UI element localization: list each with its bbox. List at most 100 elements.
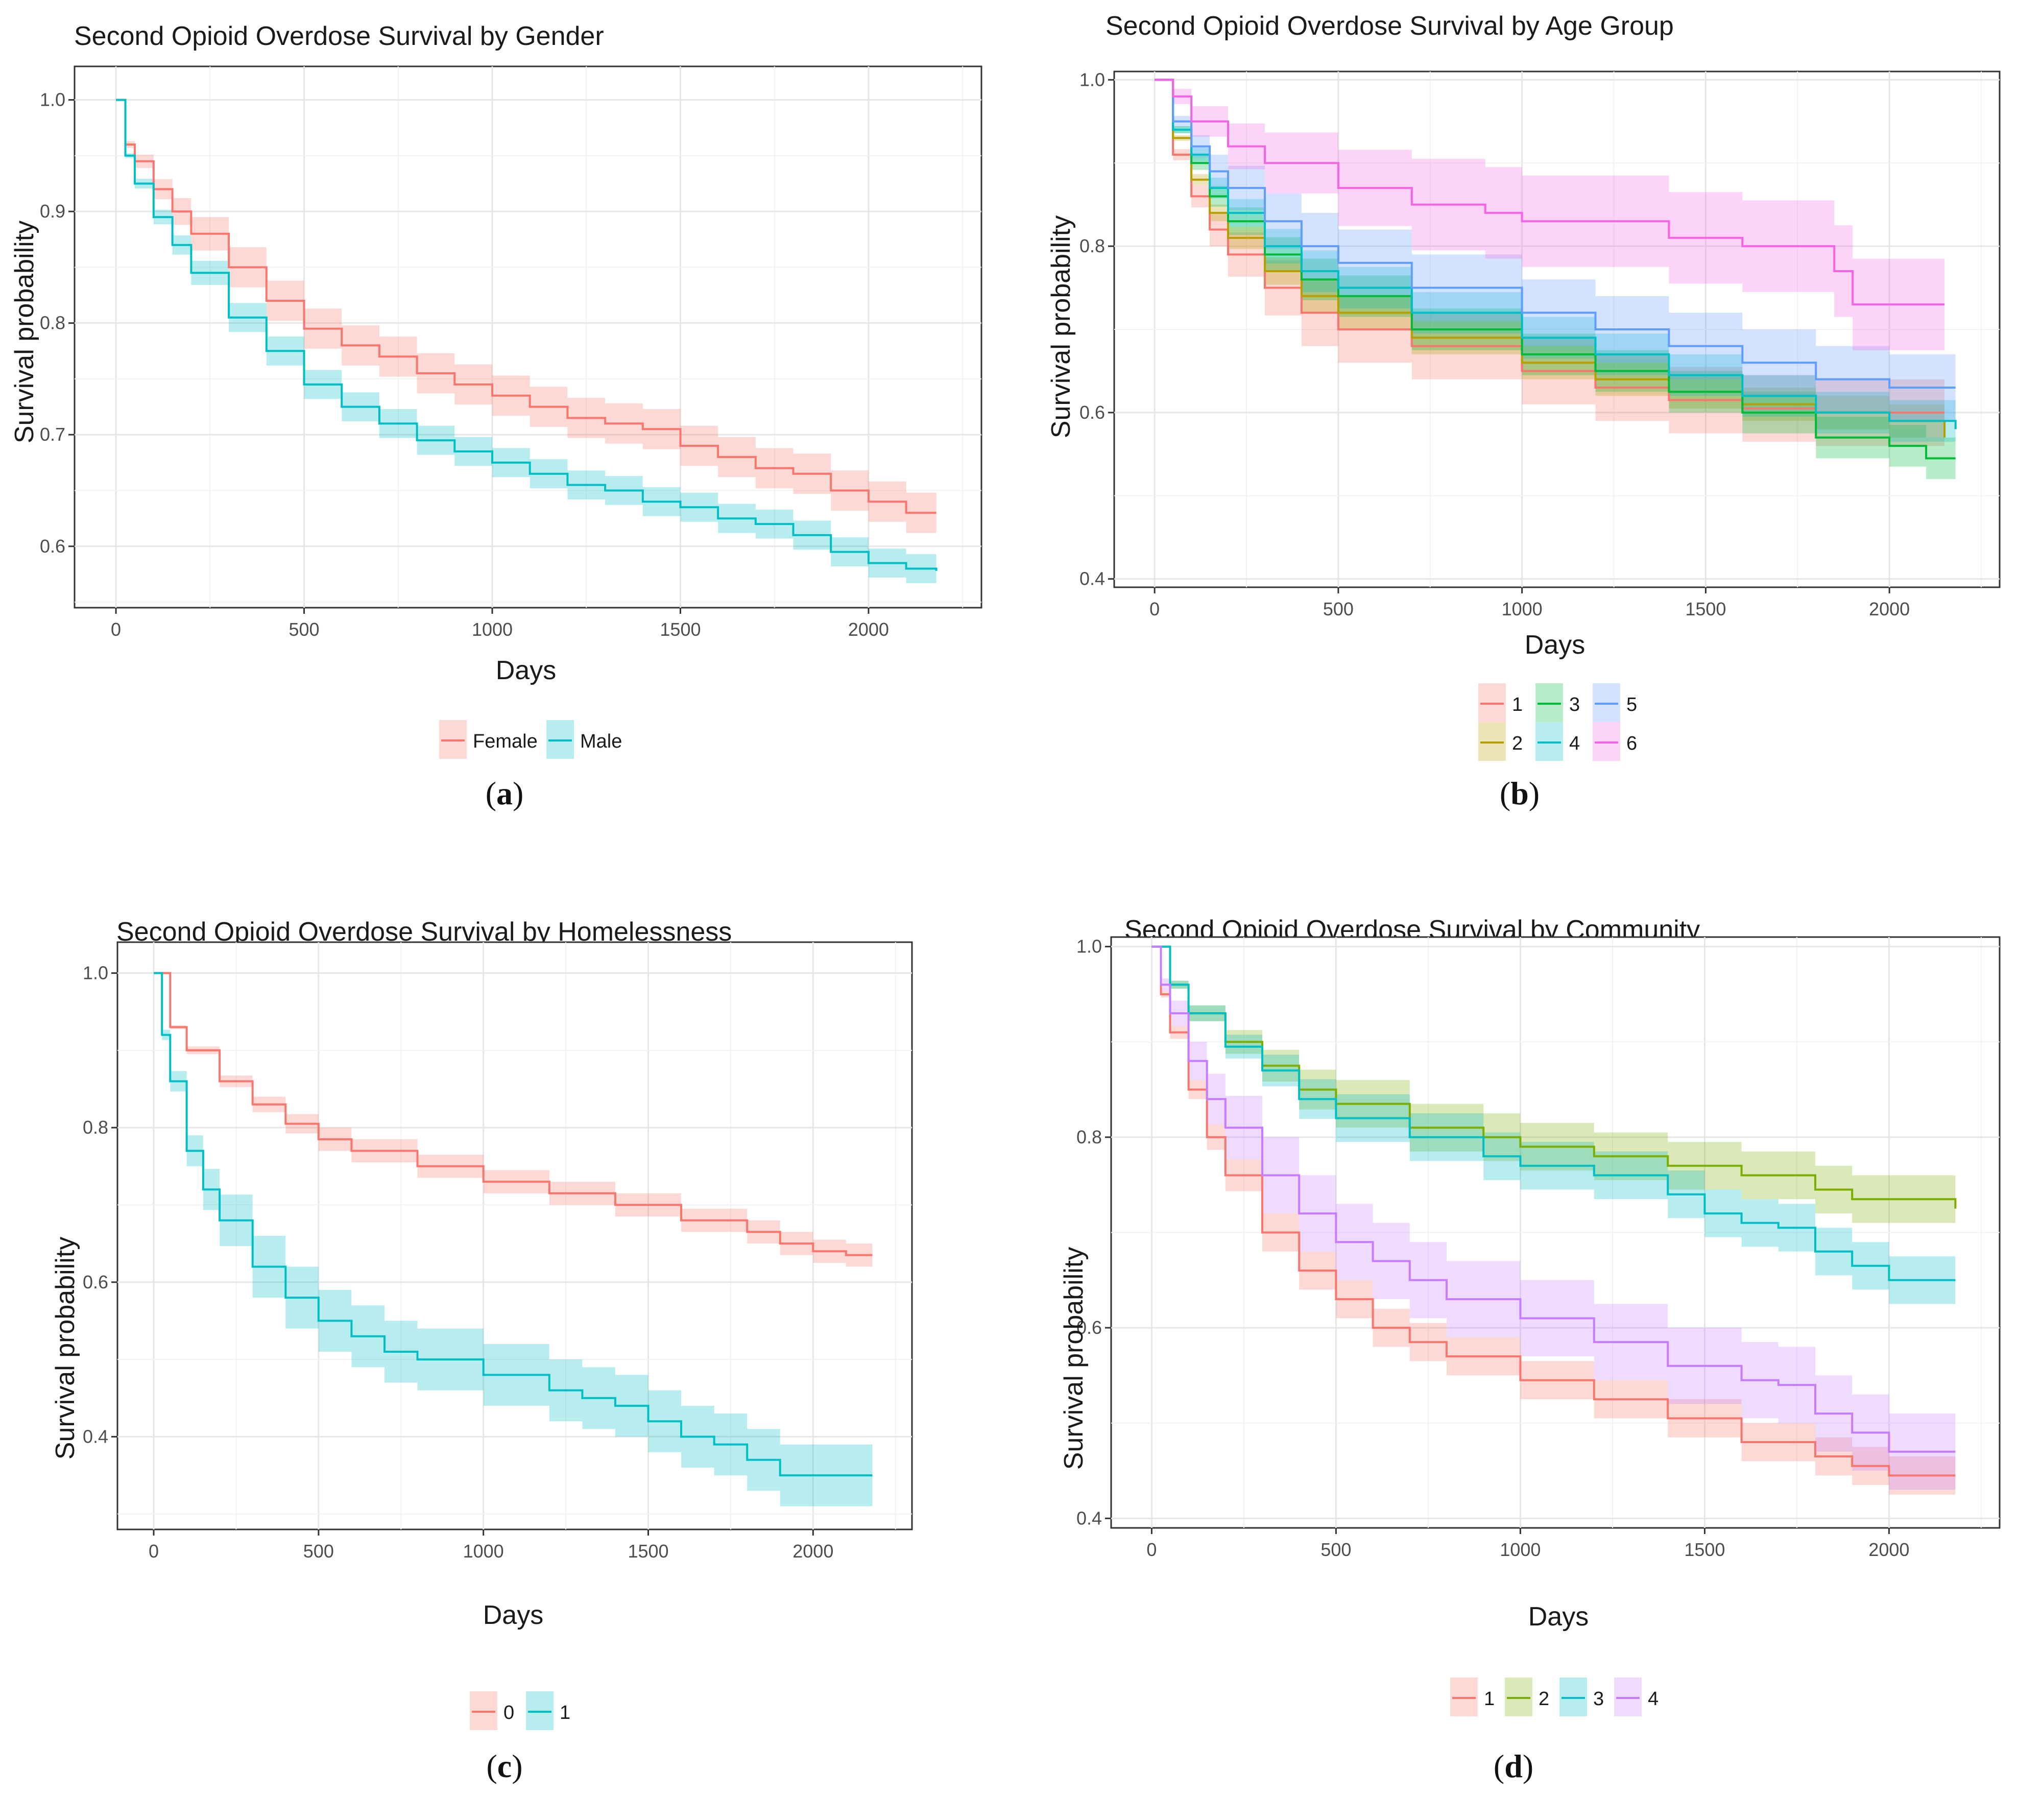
chart-gender: Second Opioid Overdose Survival by Gende… [10,21,982,811]
survival-line-Female [116,99,936,514]
x-tick-label: 0 [149,1541,159,1562]
legend-item-1: 1 [1450,1678,1495,1716]
legend-item-0: 0 [470,1691,514,1730]
survival-line-4 [1151,945,1956,1453]
survival-line-3 [1151,945,1956,1281]
chart-homelessness: Second Opioid Overdose Survival by Homel… [51,917,913,1784]
y-tick-label: 0.8 [1076,1127,1102,1147]
ci-band-1 [1155,80,1945,446]
x-tick-label: 2000 [1869,598,1910,619]
legend-label: 5 [1626,694,1637,715]
x-axis-label: Days [1525,630,1585,660]
x-tick-label: 1500 [1685,598,1726,619]
legend-label: 4 [1648,1688,1659,1710]
y-tick-label: 0.7 [40,424,65,445]
y-tick-label: 0.4 [83,1426,108,1447]
survival-line-1 [154,972,873,1477]
chart-community: Second Opioid Overdose Survival by Commu… [1059,915,2001,1784]
x-axis-label: Days [496,656,556,685]
x-tick-label: 2000 [848,619,889,640]
legend-label: 3 [1593,1688,1604,1710]
survival-line-1 [1151,945,1956,1477]
ci-band-0 [154,973,873,1267]
legend-item-1: 1 [526,1691,570,1730]
legend-label: 3 [1569,694,1580,715]
y-tick-label: 0.4 [1079,568,1105,589]
legend-label: 2 [1539,1688,1549,1710]
ci-band-4 [1151,946,1956,1490]
x-tick-label: 1500 [660,619,701,640]
legend-label: 1 [560,1702,570,1723]
ci-band-Male [116,100,936,586]
legend-item-3: 3 [1559,1678,1604,1716]
ci-band-1 [154,973,873,1506]
y-tick-label: 0.6 [40,536,65,557]
x-tick-label: 0 [1146,1539,1157,1560]
legend-label: Female [473,731,538,752]
legend-item-4: 4 [1614,1678,1659,1716]
panel-caption: (d) [1494,1748,1533,1784]
y-tick-label: 1.0 [1076,936,1102,957]
panel-a-gender: Second Opioid Overdose Survival by Gende… [0,0,1009,910]
x-axis-label: Days [483,1600,543,1630]
x-tick-label: 1000 [1500,1539,1541,1560]
panel-caption: (b) [1500,775,1540,811]
chart-title: Second Opioid Overdose Survival by Age G… [1106,11,1674,41]
y-tick-label: 0.8 [40,313,65,333]
x-tick-label: 1500 [1684,1539,1725,1560]
y-tick-label: 0.8 [1079,235,1105,256]
y-tick-label: 0.8 [83,1117,108,1138]
x-tick-label: 0 [1149,598,1160,619]
ci-band-1 [1151,946,1956,1495]
ci-band-2 [1151,946,1956,1233]
survival-line-5 [1155,79,1956,389]
legend-label: 1 [1512,694,1523,715]
chart-age-group: Second Opioid Overdose Survival by Age G… [1046,11,2001,811]
panel-b-age-group: Second Opioid Overdose Survival by Age G… [1009,0,2018,910]
panel-c-homelessness: Second Opioid Overdose Survival by Homel… [0,910,1009,1820]
y-tick-label: 0.6 [1079,402,1105,423]
y-tick-label: 0.4 [1076,1507,1102,1528]
y-tick-label: 0.6 [1076,1317,1102,1338]
legend-label: 2 [1512,733,1523,754]
legend-item-6: 6 [1593,722,1637,761]
x-tick-label: 1500 [628,1541,668,1562]
survival-line-Male [116,99,938,571]
legend-label: 4 [1569,733,1580,754]
panel-caption: (c) [486,1748,522,1784]
ci-band-2 [1155,80,1945,454]
ci-band-3 [1151,946,1956,1304]
legend-item-Male: Male [546,720,622,759]
panel-caption: (a) [486,775,524,811]
ci-band-5 [1155,80,1956,421]
ci-band-6 [1155,80,1945,350]
y-axis-label: Survival probability [51,1237,80,1459]
survival-line-6 [1155,79,1945,306]
legend-label: 0 [503,1702,514,1723]
x-tick-label: 1000 [1502,598,1543,619]
legend-label: 1 [1484,1688,1495,1710]
survival-line-0 [154,972,873,1256]
y-axis-label: Survival probability [1059,1247,1089,1470]
panel-d-community: Second Opioid Overdose Survival by Commu… [1009,910,2018,1820]
y-tick-label: 0.6 [83,1272,108,1292]
panel-caption-letter: b [1510,775,1529,811]
plot-panel [74,65,982,609]
legend-label: Male [580,731,622,752]
x-axis-label: Days [1528,1602,1589,1632]
x-tick-label: 1000 [463,1541,504,1562]
x-tick-label: 2000 [1868,1539,1909,1560]
legend-label: 6 [1626,733,1637,754]
x-tick-label: 0 [111,619,121,640]
x-tick-label: 2000 [792,1541,833,1562]
y-tick-label: 0.9 [40,201,65,222]
chart-title: Second Opioid Overdose Survival by Gende… [74,21,604,51]
y-axis-label: Survival probability [1046,215,1076,438]
legend-item-2: 2 [1505,1678,1549,1716]
legend-item-Female: Female [439,720,538,759]
legend-item-5: 5 [1593,683,1637,722]
x-tick-label: 500 [289,619,319,640]
legend-item-2: 2 [1478,722,1523,761]
panel-caption-letter: c [497,1748,512,1784]
survival-line-1 [1155,79,1945,414]
